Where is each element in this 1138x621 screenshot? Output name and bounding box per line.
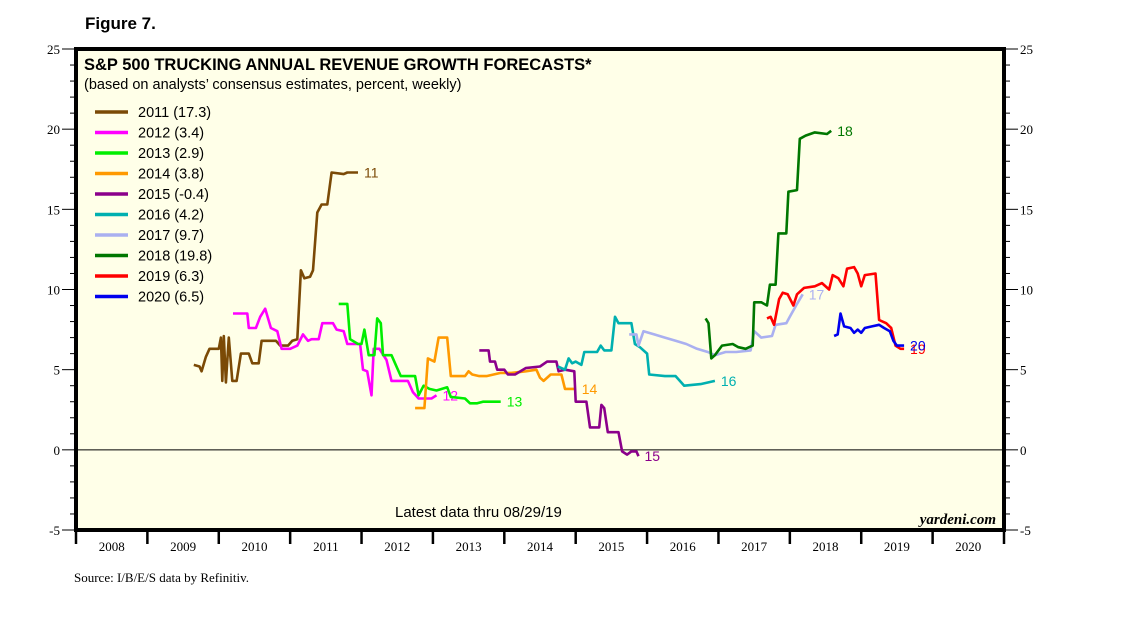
x-tick-label: 2011 [313,539,339,554]
y-tick-label-left: 20 [47,122,60,137]
y-tick-label-left: 15 [47,202,60,217]
series-line-15 [479,349,640,457]
series-end-label-11: 11 [364,164,379,180]
series-end-label-14: 14 [582,381,598,397]
x-tick-label: 2016 [670,539,697,554]
legend-label: 2020 (6.5) [138,290,204,306]
x-tick-label: 2018 [813,539,839,554]
chart-subtitle: (based on analysts’ consensus estimates,… [84,77,461,93]
legend-label: 2019 (6.3) [138,269,204,285]
series-end-label-17: 17 [809,286,825,302]
legend-label: 2017 (9.7) [138,228,204,244]
chart-title: S&P 500 TRUCKING ANNUAL REVENUE GROWTH F… [84,56,592,74]
legend: 2011 (17.3) 2012 (3.4) 2013 (2.9) 2014 (3.8… [95,105,212,306]
x-tick-label: 2017 [741,539,768,554]
y-tick-label-right: 25 [1020,42,1033,57]
x-tick-label: 2010 [241,539,267,554]
legend-label: 2012 (3.4) [138,126,204,142]
x-tick-label: 2013 [456,539,482,554]
series-line-12 [233,307,438,400]
y-tick-label-right: 20 [1020,122,1033,137]
series-end-label-16: 16 [721,373,737,389]
x-tick-label: 2012 [384,539,410,554]
legend-label: 2013 (2.9) [138,146,204,162]
series-end-label-19: 19 [910,341,926,357]
legend-label: 2016 (4.2) [138,208,204,224]
series-line-17 [629,293,804,357]
legend-label: 2014 (3.8) [138,167,204,183]
x-tick-label: 2015 [598,539,624,554]
x-tick-label: 2020 [955,539,981,554]
series-line-18 [704,129,832,360]
y-tick-label-left: 10 [47,283,60,298]
series-end-label-15: 15 [645,448,661,464]
legend-label: 2018 (19.8) [138,249,212,265]
y-tick-label-right: 0 [1020,443,1027,458]
series-line-16 [557,315,716,387]
y-tick-label-right: 15 [1020,202,1033,217]
source-note: Source: I/B/E/S data by Refinitiv. [74,570,249,585]
series-line-11 [193,171,358,384]
y-tick-label-right: 5 [1020,363,1027,378]
y-axis-right: -5 0 5 10 15 20 25 [1004,42,1033,538]
legend-label: 2015 (-0.4) [138,187,209,203]
series-line-14 [415,336,576,410]
plot-background [74,47,1006,532]
latest-data-annotation: Latest data thru 08/29/19 [395,504,562,521]
series-end-label-20: 20 [910,338,926,354]
y-tick-label-left: -5 [49,523,60,538]
y-tick-label-left: 25 [47,42,60,57]
series-end-label-13: 13 [507,394,523,410]
y-tick-label-left: 0 [54,443,61,458]
x-tick-label: 2008 [99,539,125,554]
x-axis: 2008 2009 2010 2011 2012 2013 2014 2015 2016 2017… [74,530,1006,554]
series-line-13 [338,302,501,405]
figure-label: Figure 7. [85,14,156,33]
x-tick-label: 2009 [170,539,196,554]
y-tick-label-right: -5 [1020,523,1031,538]
series-end-label-18: 18 [837,123,853,139]
series-line-19 [766,265,905,351]
series-line-20 [833,312,905,347]
x-tick-label: 2019 [884,539,910,554]
watermark: yardeni.com [918,512,996,528]
legend-label: 2011 (17.3) [138,105,211,121]
x-tick-label: 2014 [527,539,554,554]
y-tick-label-left: 5 [54,363,61,378]
y-tick-label-right: 10 [1020,283,1033,298]
y-axis-left: -5 0 5 10 15 20 25 [47,42,76,538]
